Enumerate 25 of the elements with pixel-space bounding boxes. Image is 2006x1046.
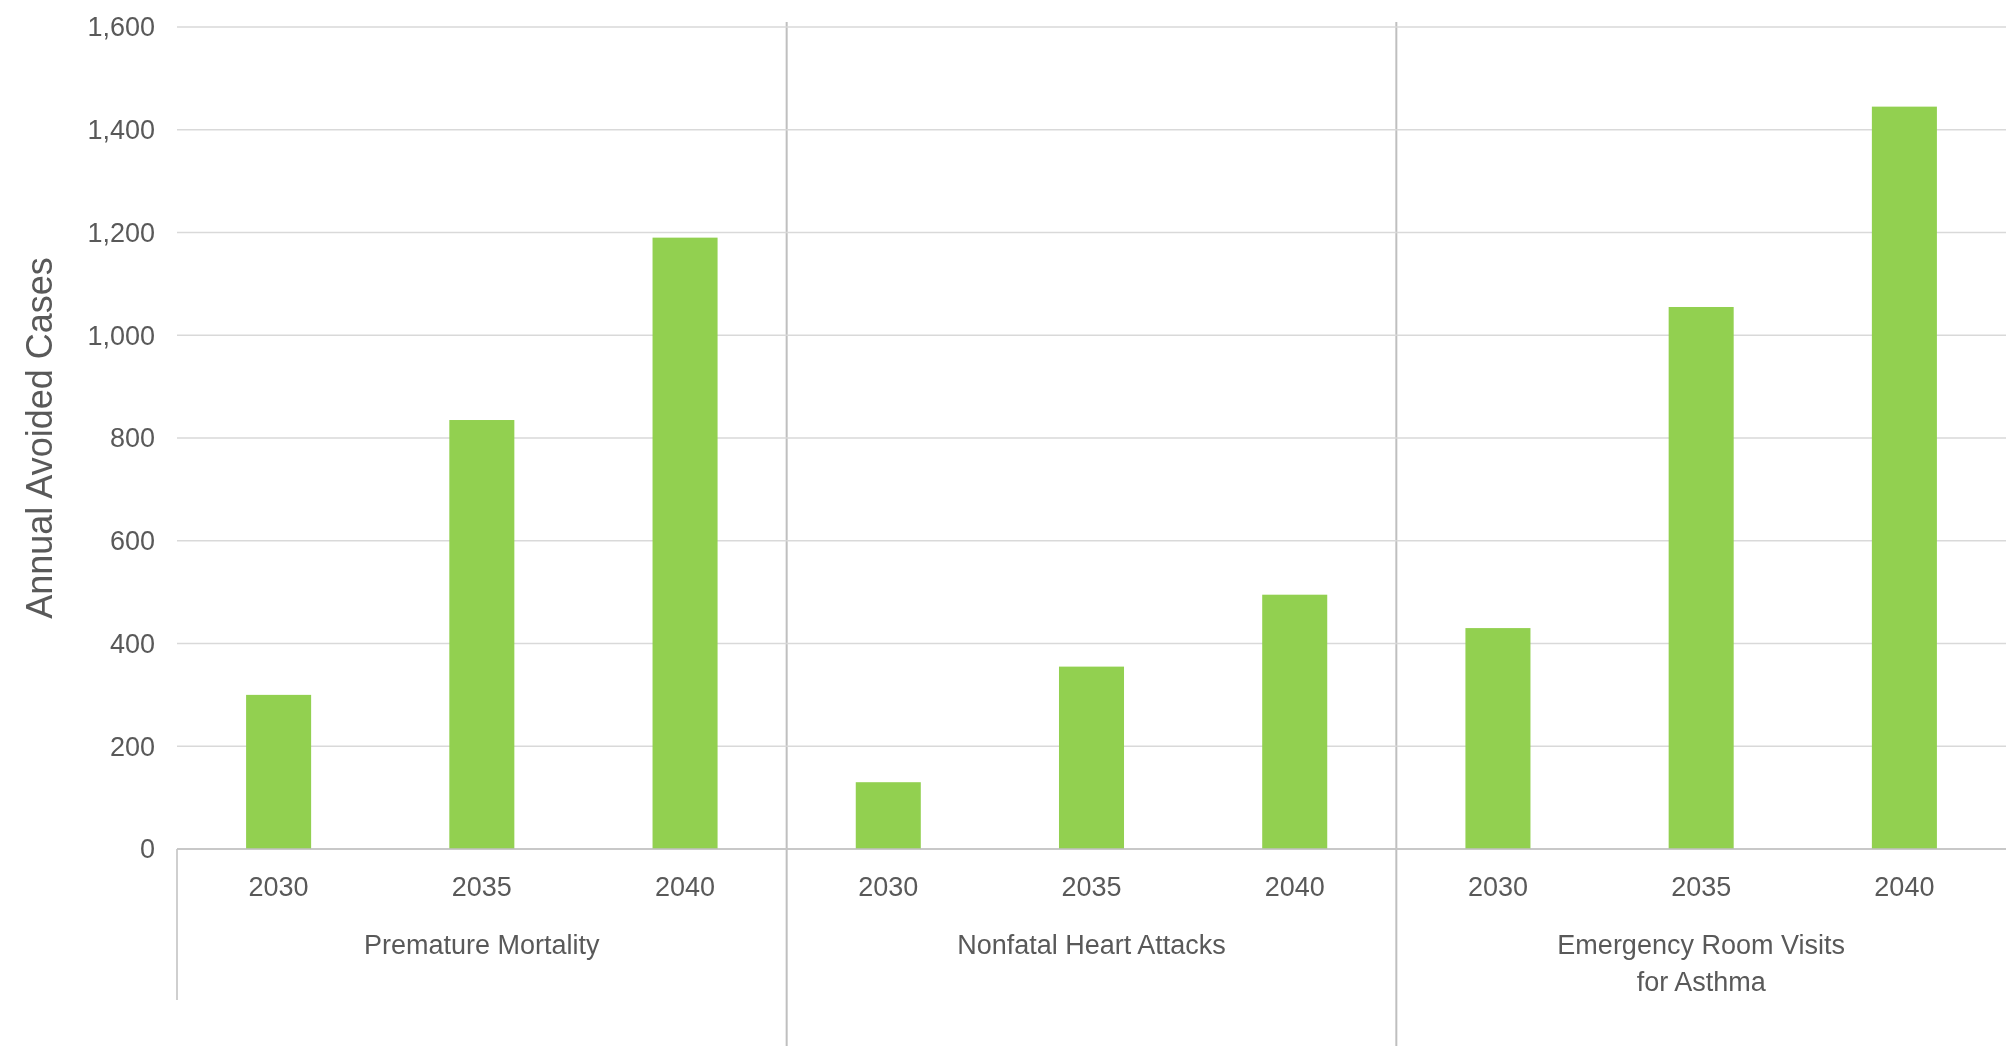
y-tick-label: 600 [109, 526, 155, 557]
x-axis-title: Nonfatal Heart Attacks [957, 930, 1226, 960]
x-tick-label: 2035 [1061, 872, 1122, 902]
x-tick-label: 2030 [858, 872, 919, 902]
y-tick-label: 0 [139, 834, 155, 865]
x-axis-title: Emergency Room Visits for Asthma [1557, 930, 1845, 997]
y-tick-label: 1,600 [87, 12, 155, 43]
x-tick-label: 2035 [451, 872, 512, 902]
bar [652, 237, 718, 849]
y-tick-label: 400 [109, 628, 155, 659]
x-tick-label: 2040 [655, 872, 716, 902]
x-tick-label: 2035 [1671, 872, 1732, 902]
x-tick-label: 2040 [1264, 872, 1325, 902]
bar [246, 694, 312, 849]
x-axis-title: Premature Mortality [364, 930, 601, 960]
x-tick-label: 2030 [248, 872, 309, 902]
y-tick-label: 800 [109, 423, 155, 454]
y-tick-label: 200 [109, 731, 155, 762]
y-tick-label: 1,400 [87, 115, 155, 146]
y-tick-label: 1,200 [87, 217, 155, 248]
bar [449, 420, 515, 849]
x-tick-label: 2030 [1467, 872, 1528, 902]
y-tick-label: 1,000 [87, 320, 155, 351]
y-axis-title: Annual Avoided Cases [19, 257, 60, 619]
x-tick-label: 2040 [1874, 872, 1935, 902]
